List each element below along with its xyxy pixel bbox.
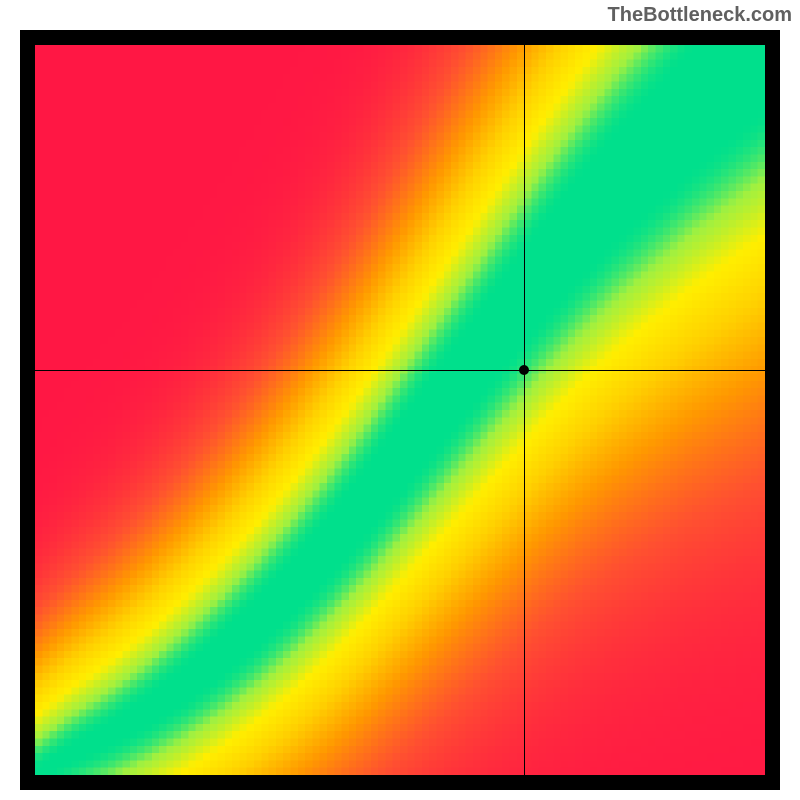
crosshair-marker xyxy=(519,365,529,375)
crosshair-vertical xyxy=(524,45,525,775)
heatmap-plot xyxy=(35,45,765,775)
heatmap-canvas xyxy=(35,45,765,775)
attribution-text: TheBottleneck.com xyxy=(608,4,792,27)
crosshair-horizontal xyxy=(35,370,765,371)
